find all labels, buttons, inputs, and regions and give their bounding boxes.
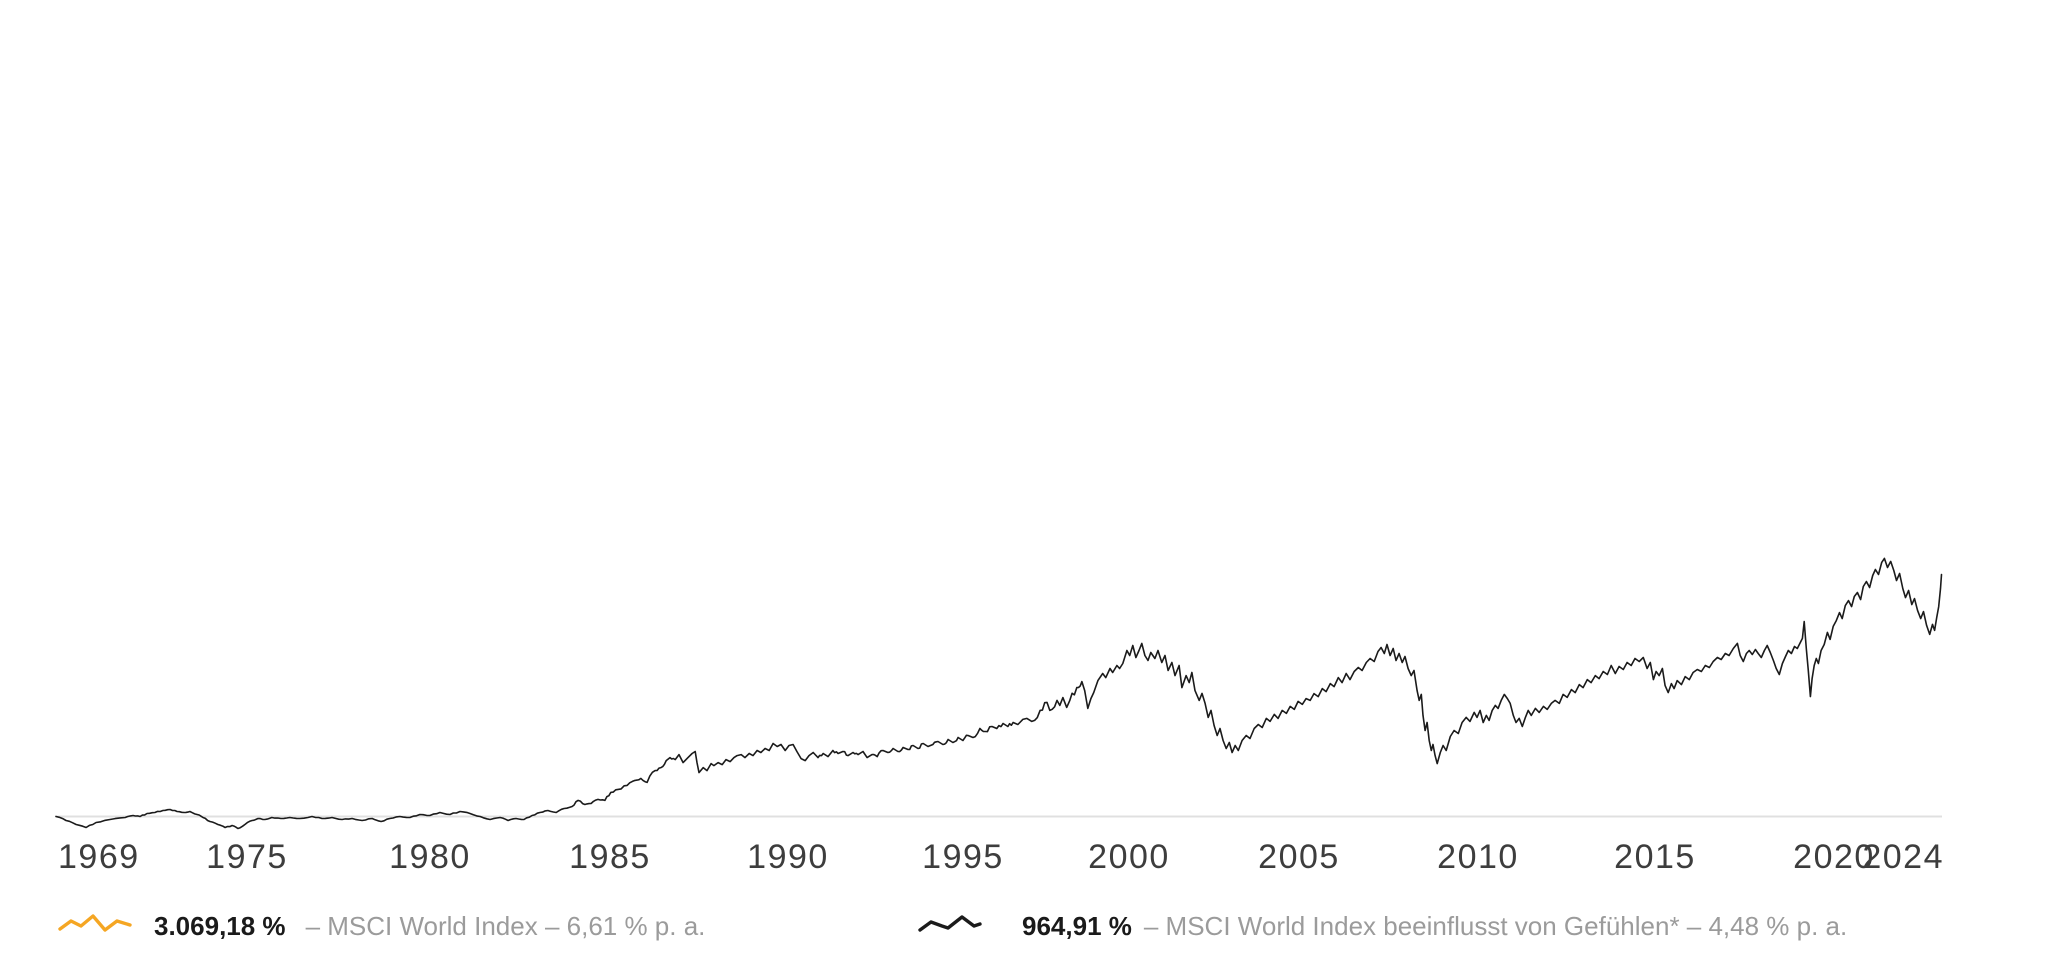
x-axis-tick-1990: 1990: [747, 838, 829, 876]
legend-value-msci-world: 3.069,18 %: [154, 910, 286, 941]
legend-description-msci-world: – MSCI World Index – 6,61 % p. a.: [305, 910, 706, 941]
legend-value-msci-world-gefuehle: 964,91 %: [1022, 910, 1132, 941]
orange-zigzag-line-icon: [58, 914, 132, 932]
x-axis-tick-1985: 1985: [569, 838, 651, 876]
index-series-line: [55, 557, 1943, 830]
x-axis-tick-labels: 1969 1975 1980 1985 1990 1995 2000 2005 2010 2015…: [58, 838, 1944, 876]
x-axis-tick-2015: 2015: [1614, 838, 1696, 876]
legend-description-msci-world-gefuehle: – MSCI World Index beeinflusst von Gefüh…: [1143, 910, 1848, 941]
x-axis-tick-2005: 2005: [1258, 838, 1340, 876]
black-zigzag-line-icon: [918, 915, 982, 932]
legend-item-msci-world-gefuehle[interactable]: 964,91 % – MSCI World Index beeinflusst …: [918, 906, 1847, 946]
x-axis-tick-2000: 2000: [1088, 838, 1170, 876]
x-axis-tick-2010: 2010: [1437, 838, 1519, 876]
x-axis-tick-2024: 2024: [1862, 838, 1944, 876]
x-axis-tick-1975: 1975: [206, 838, 288, 876]
x-axis-tick-1980: 1980: [389, 838, 471, 876]
x-axis-tick-1969: 1969: [58, 838, 140, 876]
series-lines: [55, 557, 1943, 830]
x-axis-tick-1995: 1995: [922, 838, 1004, 876]
x-axis-tick-2020: 2020: [1793, 838, 1875, 876]
legend-item-msci-world[interactable]: 3.069,18 % – MSCI World Index – 6,61 % p…: [58, 906, 705, 946]
